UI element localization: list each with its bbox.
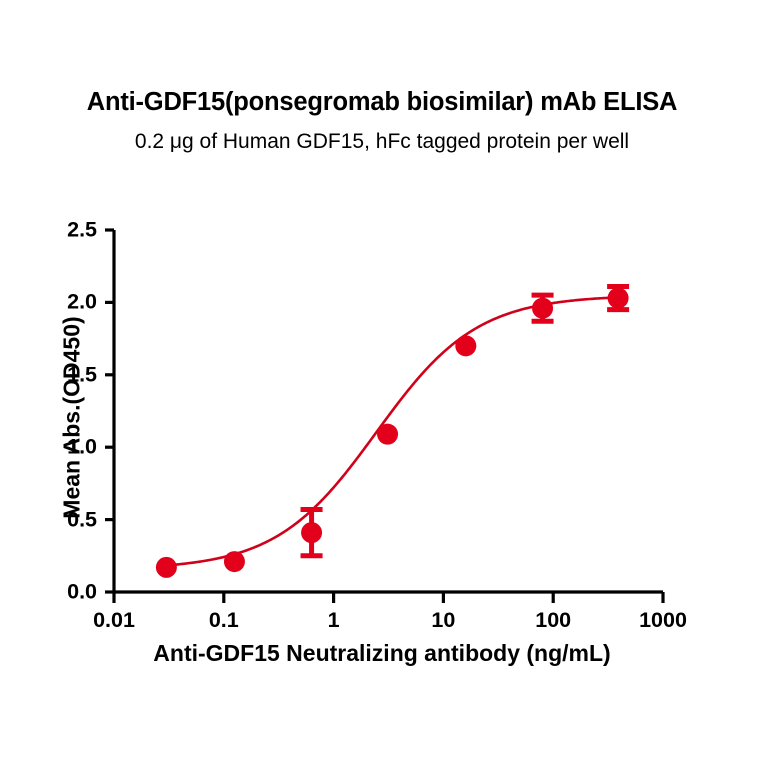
x-tick-label: 1 bbox=[327, 608, 340, 632]
data-point bbox=[301, 522, 323, 544]
x-tick-label: 100 bbox=[535, 608, 572, 632]
y-tick-label: 1.0 bbox=[67, 434, 97, 459]
data-point bbox=[155, 556, 177, 578]
x-tick-label: 0.1 bbox=[208, 608, 239, 632]
y-tick-label: 1.5 bbox=[67, 362, 97, 387]
data-point bbox=[532, 297, 554, 319]
y-tick-label: 0.5 bbox=[67, 507, 97, 532]
y-tick-label: 2.5 bbox=[67, 217, 97, 242]
data-point bbox=[607, 287, 629, 309]
x-tick-label: 10 bbox=[431, 608, 456, 632]
y-tick-label: 2.0 bbox=[67, 289, 97, 314]
y-tick-label: 0.0 bbox=[67, 579, 97, 604]
data-point bbox=[455, 335, 477, 357]
x-tick-label: 1000 bbox=[639, 608, 687, 632]
chart-subtitle: 0.2 μg of Human GDF15, hFc tagged protei… bbox=[134, 130, 630, 153]
x-tick-label: 0.01 bbox=[93, 608, 135, 632]
data-point bbox=[377, 423, 399, 445]
x-axis-label: Anti-GDF15 Neutralizing antibody (ng/mL) bbox=[153, 640, 611, 666]
chart-title: Anti-GDF15(ponsegromab biosimilar) mAb E… bbox=[86, 88, 678, 116]
data-point bbox=[223, 551, 245, 573]
